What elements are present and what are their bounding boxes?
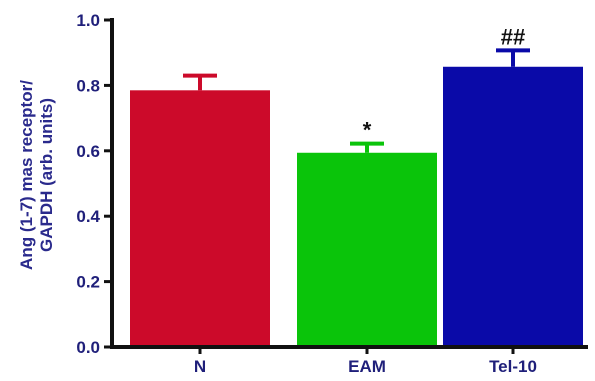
y-tick-label-0-6: 0.6: [76, 142, 100, 161]
x-tick-label-eam: EAM: [348, 357, 386, 376]
x-tick-label-tel-10: Tel-10: [489, 357, 537, 376]
bar-n: [130, 90, 270, 348]
y-tick-label-1-0: 1.0: [76, 11, 100, 30]
annotation-eam: *: [363, 118, 372, 143]
annotation-tel-10: ##: [501, 24, 525, 49]
y-axis-title: Ang (1-7) mas receptor/ GAPDH (arb. unit…: [17, 80, 56, 270]
bar-tel-10: [443, 66, 583, 348]
bar-eam: [297, 152, 437, 347]
y-tick-label-0-0: 0.0: [76, 338, 100, 357]
y-tick-label-0-2: 0.2: [76, 273, 100, 292]
x-tick-label-n: N: [194, 357, 206, 376]
y-axis-title-line-1: Ang (1-7) mas receptor/: [17, 80, 36, 270]
y-tick-label-0-8: 0.8: [76, 76, 100, 95]
y-tick-label-0-4: 0.4: [76, 207, 100, 226]
y-axis-title-line-2: GAPDH (arb. units): [37, 98, 56, 252]
